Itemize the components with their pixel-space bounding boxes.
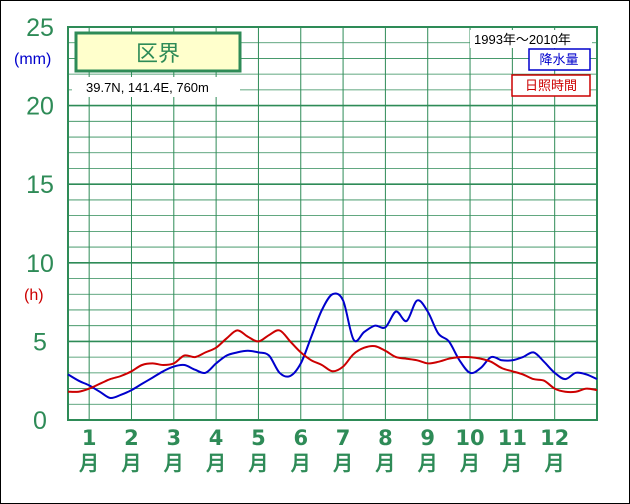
month-suffix: 月 [501, 451, 522, 475]
month-suffix: 月 [78, 451, 99, 475]
sunshine-line [67, 329, 598, 394]
legend-precip-box [528, 48, 591, 71]
series-layer [67, 292, 598, 400]
station-title: 区界 [136, 42, 180, 67]
y-tick-label: 25 [26, 14, 54, 42]
month-number: 1 [82, 426, 97, 450]
month-suffix: 月 [332, 451, 353, 475]
legend-precip: 降水量 [539, 53, 578, 68]
month-number: 5 [251, 426, 266, 450]
location-bg [72, 77, 240, 97]
y-tick-label: 20 [26, 93, 54, 121]
y-tick-label: 15 [26, 171, 54, 199]
station-location: 39.7N, 141.4E, 760m [86, 80, 209, 95]
month-suffix: 月 [290, 451, 311, 475]
month-suffix: 月 [205, 451, 226, 475]
y-tick-label: 10 [26, 250, 54, 278]
month-number: 12 [540, 426, 569, 450]
y-tick-label: 5 [33, 328, 47, 356]
month-number: 8 [378, 426, 393, 450]
month-number: 10 [455, 426, 484, 450]
month-number: 6 [293, 426, 308, 450]
month-suffix: 月 [120, 451, 141, 475]
month-number: 4 [209, 426, 224, 450]
month-suffix: 月 [163, 451, 184, 475]
month-number: 11 [498, 426, 527, 450]
month-suffix: 月 [247, 451, 268, 475]
month-number: 9 [420, 426, 435, 450]
legend-sunshine: 日照時間 [525, 79, 577, 94]
y-axis-ticks: 0 5 10 15 20 25 [26, 14, 54, 435]
legend-sunshine-box [511, 74, 591, 97]
plot-border [67, 26, 598, 421]
month-number: 2 [124, 426, 139, 450]
month-number: 3 [166, 426, 181, 450]
grid [68, 27, 597, 420]
month-suffix: 月 [459, 451, 480, 475]
period-label: 1993年〜2010年 [474, 32, 571, 47]
month-suffix: 月 [374, 451, 395, 475]
y-unit-precip: (mm) [14, 51, 51, 68]
title-box [74, 31, 242, 73]
y-unit-sunshine: (h) [24, 287, 44, 304]
precip-line [67, 292, 598, 400]
month-suffix: 月 [417, 451, 438, 475]
y-tick-label: 0 [33, 407, 47, 435]
period-bg [470, 30, 592, 48]
month-number: 7 [336, 426, 351, 450]
month-suffix: 月 [544, 451, 565, 475]
